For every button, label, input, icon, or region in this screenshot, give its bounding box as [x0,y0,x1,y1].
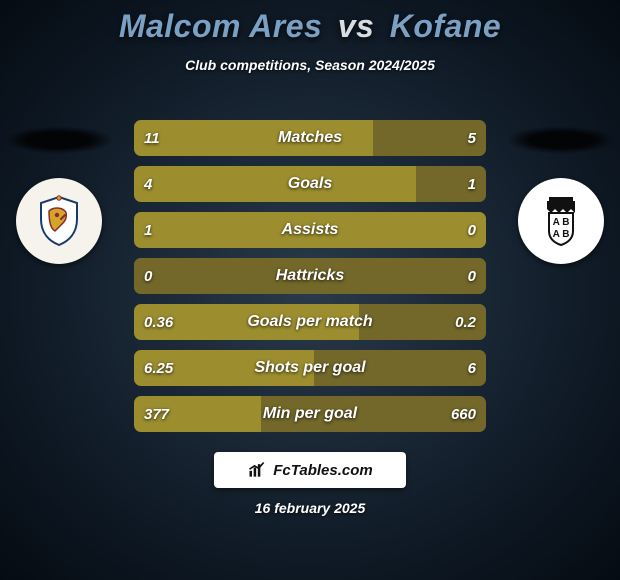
stat-fill-left [134,350,314,386]
season-subtitle: Club competitions, Season 2024/2025 [0,57,620,73]
zaragoza-crest-icon [27,189,91,253]
stat-fill-right [416,166,486,202]
vs-label: vs [338,8,375,44]
comparison-title: Malcom Ares vs Kofane [0,0,620,45]
stat-fill-right [134,258,486,294]
stat-row: 0.360.2Goals per match [134,304,486,340]
stat-row: 10Assists [134,212,486,248]
stat-row: 115Matches [134,120,486,156]
stat-row: 00Hattricks [134,258,486,294]
stat-row: 41Goals [134,166,486,202]
player-left-name: Malcom Ares [119,8,323,44]
stat-bar [134,120,486,156]
stat-fill-right [314,350,486,386]
stat-fill-right [373,120,486,156]
stat-fill-left [134,120,373,156]
stat-fill-left [134,396,261,432]
stat-row: 377660Min per goal [134,396,486,432]
svg-text:A B: A B [553,229,570,240]
stat-fill-right [261,396,486,432]
shadow-oval-right [506,126,616,154]
stat-row: 6.256Shots per goal [134,350,486,386]
player-right-name: Kofane [390,8,501,44]
chart-icon [247,460,267,480]
stats-container: 115Matches 41Goals 10Assists 00Hattricks 0.3… [134,120,486,442]
shadow-oval-left [4,126,114,154]
stat-bar [134,166,486,202]
club-crest-left [16,178,102,264]
brand-badge[interactable]: FcTables.com [214,452,406,488]
svg-text:A B: A B [553,217,570,228]
stat-bar [134,396,486,432]
stat-fill-left [134,166,416,202]
stat-fill-right [359,304,486,340]
stat-fill-left [134,212,486,248]
club-crest-right: A B A B [518,178,604,264]
stat-bar [134,350,486,386]
stat-bar [134,258,486,294]
albacete-crest-icon: A B A B [529,189,593,253]
stat-fill-left [134,304,359,340]
footer-date: 16 february 2025 [0,500,620,516]
stat-bar [134,304,486,340]
brand-label: FcTables.com [273,462,372,479]
stat-bar [134,212,486,248]
